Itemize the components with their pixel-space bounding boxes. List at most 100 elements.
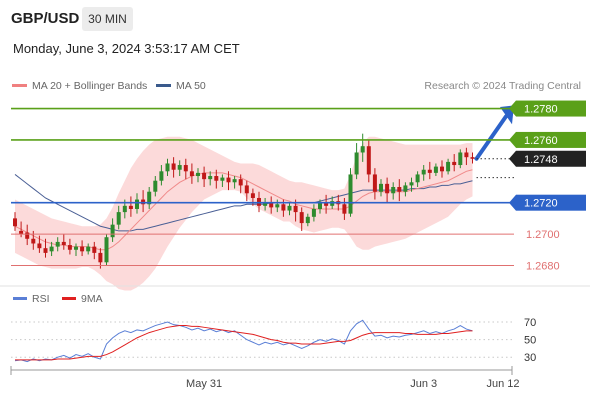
rsi-line <box>14 319 473 363</box>
candle-body <box>238 179 243 186</box>
candle-body <box>269 202 274 208</box>
candle-body <box>360 146 365 153</box>
legend-ma20-swatch <box>12 83 27 87</box>
rsi-legend-label: RSI <box>32 293 50 305</box>
candle-body <box>110 224 115 238</box>
candle-body <box>470 157 475 159</box>
candle-body <box>196 172 200 177</box>
symbol-title: GBP/USD <box>11 10 80 27</box>
legend-ma20-bb: MA 20 + Bollinger Bands <box>12 80 147 92</box>
candle-body <box>440 166 444 172</box>
candle-body <box>281 204 286 211</box>
time-tick-label: May 31 <box>186 378 222 390</box>
ma50-line <box>14 174 473 232</box>
candle-body <box>214 176 219 181</box>
candle-body <box>116 212 121 225</box>
candle-body <box>19 230 24 235</box>
candle-body <box>171 163 176 170</box>
candle-body <box>159 171 164 181</box>
candle-body <box>122 205 127 213</box>
candle-body <box>31 238 36 244</box>
legend-ma50-swatch <box>156 83 171 87</box>
candle-body <box>74 246 78 250</box>
bollinger-band <box>15 136 473 291</box>
rsi-legend-label: 9MA <box>81 293 103 305</box>
candle-body <box>397 187 402 192</box>
level-tag-pointer-1.2720 <box>509 194 516 211</box>
level-label-1.2720: 1.2720 <box>524 198 558 210</box>
candle-body <box>299 212 304 224</box>
rsi-legend-swatch <box>13 297 27 300</box>
candle-body <box>275 204 280 208</box>
level-tag-pointer-1.2748 <box>509 150 516 167</box>
level-label-1.2680: 1.2680 <box>526 260 560 272</box>
candle-body <box>49 246 54 252</box>
candle-body <box>67 245 72 250</box>
candle-body <box>80 246 85 252</box>
timeframe-button[interactable]: 30 MIN <box>82 7 133 31</box>
candle-body <box>403 185 408 192</box>
candle-body <box>354 152 359 175</box>
candle-body <box>189 171 194 177</box>
candle-body <box>311 208 316 217</box>
credit-text: Research © 2024 Trading Central <box>424 80 581 92</box>
candle-body <box>177 165 182 170</box>
candle-body <box>421 169 426 175</box>
rsi-tick-70: 70 <box>524 317 536 329</box>
candle-body <box>86 246 91 252</box>
candle-body <box>55 241 60 247</box>
candle-body <box>379 183 383 192</box>
candle-body <box>385 183 390 194</box>
candle-body <box>372 174 377 192</box>
rsi-legend-swatch <box>62 297 76 300</box>
price-levels: 1.2780 1.2760 1.2748 1.2720 1.2700 1.2680 <box>11 100 586 272</box>
candle-body <box>263 202 268 206</box>
candle-body <box>135 199 139 209</box>
price-panel <box>13 105 514 291</box>
level-tag-pointer-1.2780 <box>509 100 516 117</box>
time-axis: May 31 Jun 3 Jun 12 <box>10 366 520 390</box>
candle-body <box>293 205 298 213</box>
legend-ma50-label: MA 50 <box>176 80 206 92</box>
candle-body <box>318 202 322 209</box>
candle-body <box>324 202 329 206</box>
candle-body <box>98 252 103 263</box>
candle-body <box>165 163 170 172</box>
ma20-line <box>14 169 473 251</box>
level-label-1.2760: 1.2760 <box>524 135 558 147</box>
candle-body <box>244 185 249 194</box>
chart-header: GBP/USD 30 MIN <box>0 0 590 36</box>
legend-ma50: MA 50 <box>156 80 206 92</box>
legend-ma20-label: MA 20 + Bollinger Bands <box>32 80 148 92</box>
candle-body <box>232 179 237 183</box>
level-tag-1.2748 <box>516 150 586 167</box>
candle-body <box>409 182 414 186</box>
candle-body <box>415 174 420 183</box>
level-tag-1.2720 <box>516 194 586 211</box>
candle-body <box>25 232 30 239</box>
candle-body <box>183 165 188 172</box>
candle-body <box>61 241 66 246</box>
candle-body <box>464 152 469 158</box>
candle-body <box>391 187 396 194</box>
time-tick-label: Jun 12 <box>486 378 519 390</box>
candle-body <box>226 177 231 183</box>
candle-body <box>366 146 371 175</box>
candle-body <box>287 205 292 211</box>
level-label-1.2748: 1.2748 <box>524 154 558 166</box>
candle-body <box>202 172 207 180</box>
level-tag-pointer-1.2760 <box>509 131 516 148</box>
candle-body <box>128 205 133 209</box>
candle-body <box>342 204 347 214</box>
candle-body <box>427 169 432 173</box>
candle-body <box>433 166 438 173</box>
rsi-tick-30: 30 <box>524 352 536 364</box>
level-label-1.2700: 1.2700 <box>526 229 560 241</box>
datetime-label: Monday, June 3, 2024 3:53:17 AM CET <box>13 41 240 56</box>
level-tag-1.2780 <box>516 100 586 117</box>
candle-body <box>220 177 225 181</box>
candle-body <box>92 246 97 253</box>
level-tag-1.2760 <box>516 131 586 148</box>
rsi-panel: RSI 9MA 70 50 30 <box>0 285 590 364</box>
candle-body <box>37 243 42 249</box>
